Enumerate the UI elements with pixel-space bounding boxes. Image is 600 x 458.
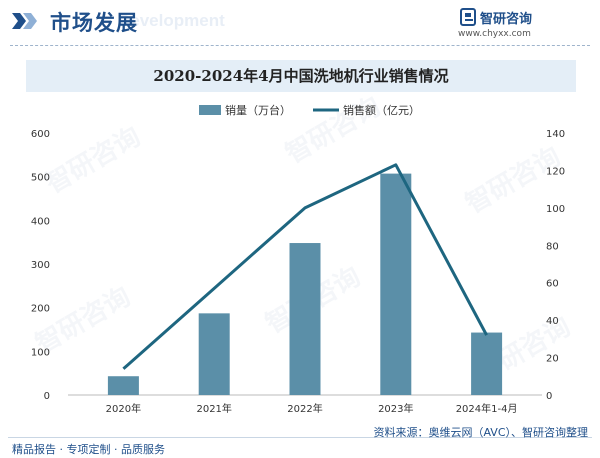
x-axis-tick-label: 2023年 xyxy=(378,402,413,415)
brand-name: 智研咨询 xyxy=(480,12,533,27)
left-axis-tick-label: 600 xyxy=(31,129,50,140)
left-axis-tick-label: 300 xyxy=(31,260,50,271)
right-axis-tick-label: 0 xyxy=(546,391,552,402)
legend-label-line: 销售额（亿元） xyxy=(343,103,420,117)
left-axis-tick-label: 100 xyxy=(31,347,50,358)
brand-logo: 智研咨询 www.chyxx.com xyxy=(430,8,590,42)
legend-swatch-bar xyxy=(199,105,221,115)
header: Development 市场发展 智研咨询 www.chyxx.com xyxy=(0,0,600,44)
right-axis-tick-label: 60 xyxy=(546,279,559,290)
x-axis-tick-label: 2024年1-4月 xyxy=(456,402,518,415)
chevron-bar-icon xyxy=(12,13,37,29)
footer-divider xyxy=(8,437,592,438)
x-axis-tick-label: 2022年 xyxy=(287,402,322,415)
left-axis-tick-label: 500 xyxy=(31,173,50,184)
bar-2 xyxy=(289,243,321,395)
bar-0 xyxy=(107,376,139,395)
chart-title: 2020-2024年4月中国洗地机行业销售情况 xyxy=(153,67,449,85)
right-axis-tick-label: 120 xyxy=(546,166,565,177)
legend-label-bar: 销量（万台） xyxy=(225,103,291,117)
sales-combo-chart: 销量（万台） 销售额（亿元） 0 100 200 300 400 500 600 0 20 40 60 8… xyxy=(31,103,565,415)
brand-logo-icon xyxy=(460,8,476,26)
bar-1 xyxy=(198,313,230,395)
sales-value-line xyxy=(122,163,488,370)
bar-4 xyxy=(471,332,503,395)
bar-3 xyxy=(380,173,412,395)
right-axis-tick-label: 40 xyxy=(546,316,559,327)
right-axis-tick-label: 140 xyxy=(546,129,565,140)
footer-tagline: 精品报告 · 专项定制 · 品质服务 xyxy=(12,443,165,456)
brand-url: www.chyxx.com xyxy=(458,29,531,39)
section-title: 市场发展 xyxy=(50,11,138,35)
footer-source: 资料来源：奥维云网（AVC）、智研咨询整理 xyxy=(373,426,588,439)
right-axis-tick-label: 100 xyxy=(546,204,565,215)
x-axis-tick-label: 2020年 xyxy=(106,402,141,415)
left-axis-tick-label: 0 xyxy=(44,391,50,402)
left-axis-tick-label: 200 xyxy=(31,304,50,315)
header-divider xyxy=(10,45,590,46)
left-axis-tick-label: 400 xyxy=(31,216,50,227)
x-axis-tick-label: 2021年 xyxy=(196,402,231,415)
right-axis-tick-label: 80 xyxy=(546,241,559,252)
right-axis-tick-label: 20 xyxy=(546,354,559,365)
footer: 精品报告 · 专项定制 · 品质服务 资料来源：奥维云网（AVC）、智研咨询整理 xyxy=(0,426,600,458)
chart-title-band: 2020-2024年4月中国洗地机行业销售情况 xyxy=(26,60,576,92)
header-background-text: Development xyxy=(118,11,225,30)
